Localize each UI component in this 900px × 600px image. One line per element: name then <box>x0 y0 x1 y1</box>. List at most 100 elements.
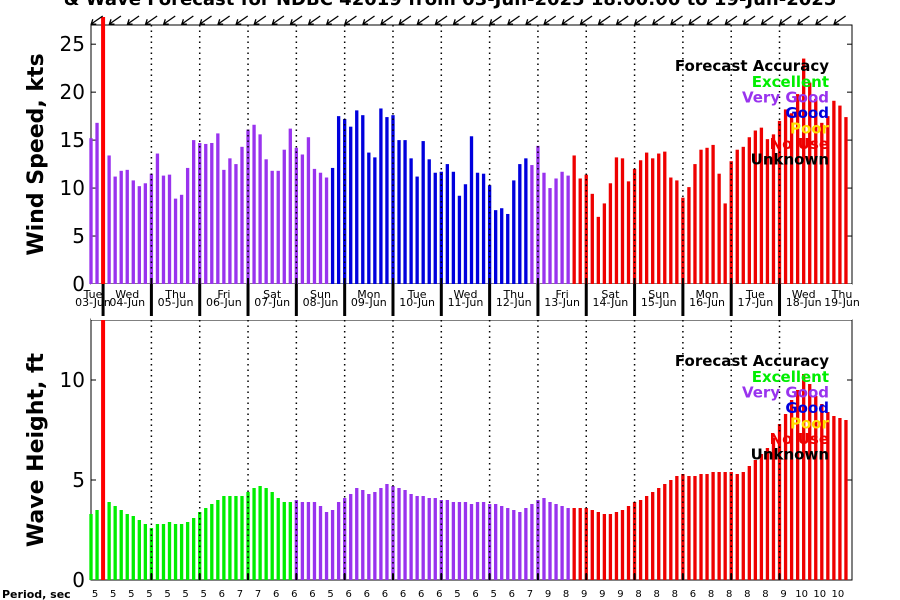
period-value: 7 <box>237 589 243 600</box>
bar <box>185 167 190 284</box>
period-value: 9 <box>599 589 605 600</box>
date-label: 07-Jun <box>254 296 290 309</box>
legend-item: Excellent <box>752 73 829 91</box>
day-divider <box>391 284 395 316</box>
period-value: 8 <box>563 589 569 600</box>
bar <box>439 171 443 284</box>
bar <box>566 508 570 580</box>
bar <box>711 144 715 284</box>
bar <box>602 514 607 580</box>
direction-arrow <box>307 15 321 25</box>
bar <box>820 122 824 284</box>
bar <box>500 506 504 580</box>
bar <box>530 165 534 284</box>
bar <box>457 195 462 284</box>
bar <box>409 494 413 580</box>
chart-title-group: & Wave Forecast for NDBC 42019 from 03-J… <box>64 0 837 10</box>
bar <box>759 127 764 284</box>
direction-arrow <box>271 15 285 25</box>
bar <box>415 176 419 284</box>
bar <box>204 508 208 580</box>
period-value: 10 <box>795 589 808 600</box>
legend-item: Poor <box>790 120 830 138</box>
direction-arrow <box>507 15 520 25</box>
bar <box>336 116 341 284</box>
period-value: 6 <box>436 589 442 600</box>
bar <box>469 504 474 580</box>
day-of-week-label: Thu <box>502 288 524 301</box>
date-label: 19-Jun <box>824 296 860 309</box>
legend-title: Forecast Accuracy <box>675 352 829 370</box>
bar <box>397 140 401 284</box>
bar <box>222 496 226 580</box>
bar <box>318 172 323 284</box>
bar <box>137 520 141 580</box>
period-value: 5 <box>182 589 188 600</box>
bar <box>445 500 449 580</box>
period-value: 5 <box>146 589 152 600</box>
period-label: Period, sec <box>2 588 71 600</box>
bar <box>173 524 178 580</box>
bar <box>802 374 806 580</box>
period-value: 7 <box>527 589 533 600</box>
date-label: 09-Jun <box>351 296 387 309</box>
bar <box>602 203 607 284</box>
direction-arrow <box>217 15 231 25</box>
bar <box>626 506 631 580</box>
legend-item: Poor <box>790 415 830 433</box>
bar <box>282 502 286 580</box>
bar <box>735 474 739 580</box>
period-value: 5 <box>201 589 207 600</box>
bar <box>137 186 141 284</box>
bar <box>336 502 341 580</box>
bar <box>795 94 800 284</box>
direction-arrow <box>760 15 774 25</box>
bar <box>500 208 504 284</box>
bar <box>506 213 510 284</box>
bar <box>143 524 148 580</box>
direction-arrow <box>235 15 249 25</box>
bar <box>832 416 836 580</box>
bar <box>427 159 431 284</box>
period-value: 9 <box>780 589 786 600</box>
y-tick-label: 0 <box>72 568 85 592</box>
day-divider <box>633 284 637 316</box>
direction-arrow <box>162 15 176 25</box>
bar <box>240 146 244 284</box>
bar <box>596 512 600 580</box>
direction-arrow <box>470 15 484 25</box>
bar <box>125 514 129 580</box>
bar <box>512 180 516 284</box>
bar <box>578 508 582 580</box>
bar <box>113 176 117 284</box>
bar <box>699 149 703 284</box>
bar <box>657 488 661 580</box>
bar <box>125 169 129 284</box>
bar <box>324 177 329 284</box>
bar <box>614 512 619 580</box>
bar <box>795 390 800 580</box>
bar <box>234 496 238 580</box>
bar <box>95 510 99 580</box>
bar <box>228 496 232 580</box>
bar <box>155 153 160 284</box>
date-label: 10-Jun <box>399 296 435 309</box>
bar <box>107 502 111 580</box>
period-value: 6 <box>690 589 696 600</box>
bar <box>161 175 166 284</box>
bar <box>427 498 431 580</box>
direction-arrow <box>126 15 140 25</box>
direction-arrow <box>144 15 158 25</box>
period-value: 6 <box>291 589 297 600</box>
bar <box>270 492 274 580</box>
period-value: 9 <box>581 589 587 600</box>
bar <box>355 488 359 580</box>
bar <box>113 506 117 580</box>
bar <box>687 187 691 284</box>
day-label-strip: Tue03-JunWed04-JunThu05-JunFri06-JunSat0… <box>75 284 860 320</box>
y-tick-label: 0 <box>72 272 85 296</box>
day-divider <box>294 284 298 316</box>
bar <box>584 508 588 580</box>
day-divider <box>681 284 685 316</box>
